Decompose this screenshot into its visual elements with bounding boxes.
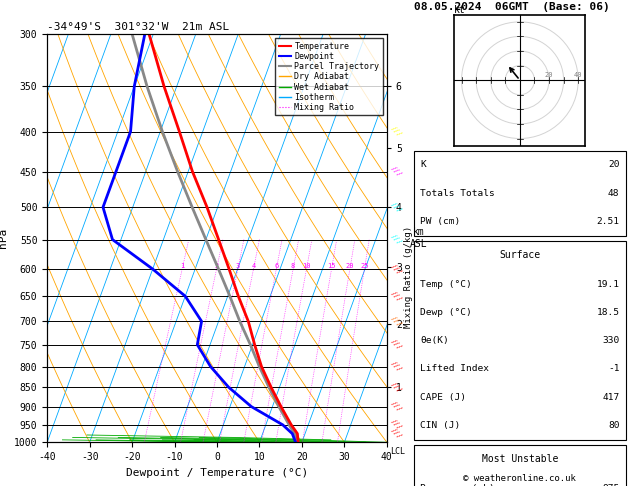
Text: θe(K): θe(K) (420, 336, 449, 345)
Bar (414, 445, 626, 486)
Text: 20: 20 (608, 160, 620, 169)
Text: ///: /// (390, 315, 403, 328)
Legend: Temperature, Dewpoint, Parcel Trajectory, Dry Adiabat, Wet Adiabat, Isotherm, Mi: Temperature, Dewpoint, Parcel Trajectory… (275, 38, 382, 115)
Text: kt: kt (454, 4, 466, 15)
Text: ///: /// (390, 233, 403, 246)
Text: 2: 2 (214, 263, 219, 269)
Text: -34°49'S  301°32'W  21m ASL: -34°49'S 301°32'W 21m ASL (47, 22, 230, 32)
Text: Pressure (mb): Pressure (mb) (420, 484, 495, 486)
Text: 8: 8 (291, 263, 295, 269)
Text: 48: 48 (608, 189, 620, 198)
Text: Totals Totals: Totals Totals (420, 189, 495, 198)
Text: 19.1: 19.1 (596, 279, 620, 289)
Text: ///: /// (390, 427, 403, 440)
Text: 330: 330 (602, 336, 620, 345)
Text: 25: 25 (360, 263, 369, 269)
Text: Dewp (°C): Dewp (°C) (420, 308, 472, 317)
Text: Temp (°C): Temp (°C) (420, 279, 472, 289)
Text: 6: 6 (274, 263, 279, 269)
Y-axis label: hPa: hPa (0, 228, 8, 248)
Text: 10: 10 (302, 263, 311, 269)
Text: 1: 1 (180, 263, 184, 269)
Text: 18.5: 18.5 (596, 308, 620, 317)
Text: ///: /// (390, 125, 403, 138)
Text: © weatheronline.co.uk: © weatheronline.co.uk (464, 474, 576, 483)
Text: 975: 975 (602, 484, 620, 486)
Text: ///: /// (390, 201, 403, 214)
Text: 3: 3 (236, 263, 240, 269)
Text: 80: 80 (608, 421, 620, 430)
Text: 20: 20 (345, 263, 354, 269)
Text: ///: /// (390, 338, 403, 351)
Bar (414, 241, 626, 440)
Text: ///: /// (390, 290, 403, 303)
Text: CIN (J): CIN (J) (420, 421, 460, 430)
Text: K: K (420, 160, 426, 169)
Text: 4: 4 (252, 263, 255, 269)
Text: Most Unstable: Most Unstable (482, 454, 558, 464)
Text: CAPE (J): CAPE (J) (420, 393, 466, 402)
Text: PW (cm): PW (cm) (420, 217, 460, 226)
Text: ///: /// (390, 360, 403, 373)
Text: 40: 40 (574, 72, 582, 78)
Text: 15: 15 (327, 263, 336, 269)
Text: ///: /// (390, 400, 403, 413)
Text: ///: /// (390, 418, 403, 432)
Bar (414, 151, 626, 236)
Text: Lifted Index: Lifted Index (420, 364, 489, 373)
Text: ///: /// (390, 381, 403, 394)
Text: 2.51: 2.51 (596, 217, 620, 226)
Text: Mixing Ratio (g/kg): Mixing Ratio (g/kg) (404, 226, 413, 328)
Text: -1: -1 (608, 364, 620, 373)
Text: LCL: LCL (390, 447, 405, 456)
Text: 08.05.2024  06GMT  (Base: 06): 08.05.2024 06GMT (Base: 06) (414, 2, 610, 12)
Text: 417: 417 (602, 393, 620, 402)
Text: 20: 20 (545, 72, 554, 78)
Text: ///: /// (390, 262, 403, 276)
Text: Surface: Surface (499, 250, 540, 260)
Y-axis label: km
ASL: km ASL (409, 227, 427, 249)
X-axis label: Dewpoint / Temperature (°C): Dewpoint / Temperature (°C) (126, 468, 308, 478)
Text: ///: /// (390, 165, 403, 178)
